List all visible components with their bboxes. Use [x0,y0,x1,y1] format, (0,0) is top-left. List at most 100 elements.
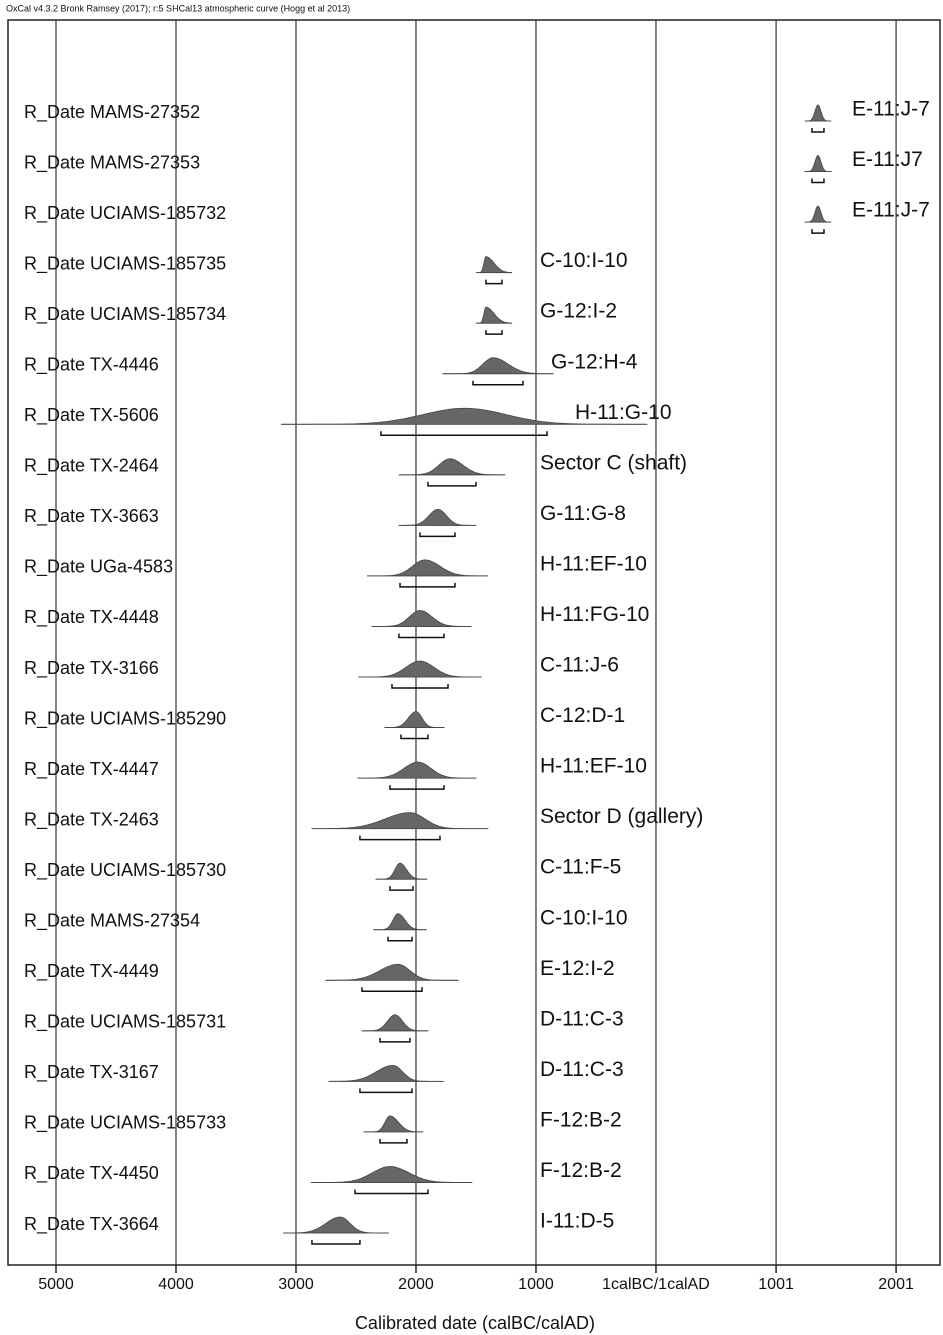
hpd-range [361,987,423,993]
probability-distribution [370,610,472,627]
probability-distribution [475,306,513,324]
probability-distribution [311,812,489,830]
row-label: R_Date UCIAMS-185733 [24,1113,226,1134]
x-tick-label: 1001 [758,1276,794,1293]
hpd-range [379,1037,411,1043]
probability-distribution [325,963,459,981]
row-label: R_Date UCIAMS-185732 [24,203,226,224]
x-axis-title: Calibrated date (calBC/calAD) [355,1313,595,1333]
annotation: I-11:D-5 [540,1210,614,1233]
annotation: G-12:H-4 [551,350,638,373]
x-tick-label: 5000 [38,1276,74,1293]
x-tick-label: 4000 [158,1276,194,1293]
probability-distribution [803,155,833,172]
row-label: R_Date TX-3166 [24,658,159,679]
x-tick-label: 3000 [278,1276,314,1293]
row-label: R_Date TX-4450 [24,1163,159,1184]
annotation: H-11:EF-10 [540,552,647,575]
row-label: R_Date TX-2463 [24,809,159,830]
hpd-range [811,128,825,133]
x-tick-label: 1calBC/1calAD [602,1276,710,1293]
row-label: R_Date TX-4447 [24,759,159,780]
probability-distribution [398,509,477,526]
annotation: E-11:J7 [852,148,923,171]
annotation: H-11:G-10 [575,401,671,424]
row-label: R_Date TX-2464 [24,456,159,477]
annotation: H-11:EF-10 [540,755,647,778]
row-label: R_Date MAMS-27352 [24,102,200,123]
probability-distribution [361,1014,429,1032]
annotation: Sector D (gallery) [540,805,703,828]
annotation: E-12:I-2 [540,957,615,980]
annotation: C-10:I-10 [540,249,628,272]
hpd-range [389,785,445,790]
annotation: C-11:J-6 [540,654,619,677]
row-label: R_Date TX-3664 [24,1214,159,1235]
row-label: R_Date TX-5606 [24,405,159,426]
row-label: R_Date TX-4446 [24,354,159,375]
annotation: C-10:I-10 [540,906,628,929]
probability-distribution [328,1065,445,1082]
hpd-range [399,582,456,588]
hpd-range [485,330,503,335]
probability-distribution [804,104,832,122]
probability-distribution [358,660,482,678]
hpd-range [811,178,825,184]
hpd-range [391,684,449,689]
hpd-range [400,734,429,740]
row-label: R_Date UCIAMS-185735 [24,253,226,274]
annotation: G-11:G-8 [540,502,626,525]
probability-distribution [384,711,445,728]
row-label: R_Date UCIAMS-185731 [24,1012,226,1033]
row-label: R_Date TX-3167 [24,1062,159,1083]
probability-distribution [398,458,506,476]
hpd-range [389,886,414,891]
annotation: Sector C (shaft) [540,451,687,474]
hpd-range [311,1240,361,1245]
annotation: C-11:F-5 [540,856,621,879]
hpd-range [472,380,524,386]
annotation: H-11:FG-10 [540,603,649,626]
probability-distribution [804,205,832,223]
annotation: E-11:J-7 [852,98,930,121]
annotation: G-12:I-2 [540,300,617,323]
probability-distribution [441,357,555,375]
hpd-range [427,481,477,487]
hpd-range [419,532,456,538]
probability-distribution [366,559,489,577]
probability-distribution [362,1115,425,1133]
plot-frame [7,19,941,1266]
hpd-range [354,1189,429,1195]
row-label: R_Date UCIAMS-185290 [24,708,226,729]
x-tick-label: 2001 [878,1276,914,1293]
hpd-range [387,936,413,942]
row-label: R_Date UCIAMS-185734 [24,304,226,325]
row-label: R_Date TX-4448 [24,607,159,628]
x-tick-label: 1000 [518,1276,554,1293]
annotation: F-12:B-2 [540,1159,622,1182]
probability-distribution [280,407,648,425]
x-tick-label: 2000 [398,1276,434,1293]
hpd-range [398,633,445,639]
hpd-range [380,431,548,437]
header: OxCal v4.3.2 Bronk Ramsey (2017); r:5 SH… [6,3,350,13]
annotation: F-12:B-2 [540,1108,622,1131]
annotation: C-12:D-1 [540,704,625,727]
annotation: E-11:J-7 [852,199,930,222]
hpd-range [811,229,825,234]
probability-distribution [357,761,477,779]
probability-distribution [310,1166,473,1183]
probability-distribution [375,862,428,880]
probability-distribution [283,1216,389,1234]
hpd-range [485,279,503,285]
row-label: R_Date TX-4449 [24,961,159,982]
probability-distribution [475,256,513,274]
row-label: R_Date MAMS-27353 [24,152,200,173]
annotation: D-11:C-3 [540,1058,624,1081]
annotation: D-11:C-3 [540,1007,624,1030]
row-label: R_Date MAMS-27354 [24,910,200,931]
row-label: R_Date TX-3663 [24,506,159,527]
hpd-range [359,835,441,841]
